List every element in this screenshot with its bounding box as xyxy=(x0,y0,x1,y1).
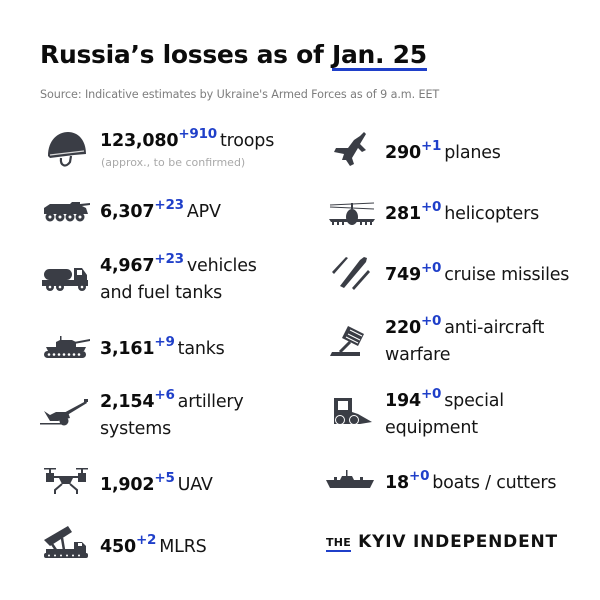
stat-note: (approx., to be confirmed) xyxy=(101,156,246,169)
stat-value: 290 xyxy=(385,143,421,163)
stat-value: 2,154 xyxy=(100,392,155,412)
stat-value: 749 xyxy=(385,265,421,285)
source-note: Source: Indicative estimates by Ukraine'… xyxy=(40,88,440,101)
stat-delta: +6 xyxy=(154,387,175,403)
drone-icon xyxy=(40,462,92,502)
stat-label: anti-aircraft xyxy=(444,318,545,338)
stat-label: planes xyxy=(444,143,501,163)
artillery-icon xyxy=(38,393,90,433)
stat-value: 123,080 xyxy=(100,131,179,151)
stat-label: vehicles xyxy=(186,256,257,276)
stat-label: APV xyxy=(186,202,221,222)
anti-aircraft-icon xyxy=(326,320,378,360)
stat-label-line2: equipment xyxy=(385,418,478,438)
stat-label-line2: warfare xyxy=(385,345,451,365)
stat-value: 220 xyxy=(385,318,421,338)
stat-label: artillery xyxy=(177,392,244,412)
boat-icon xyxy=(324,462,376,502)
stat-delta: +5 xyxy=(154,470,175,486)
stat-delta: +0 xyxy=(420,260,442,276)
stat-value: 281 xyxy=(385,204,421,224)
stat-delta: +0 xyxy=(420,386,442,402)
stat-label-line2: systems xyxy=(100,419,171,439)
helicopter-icon xyxy=(326,195,378,235)
page-title: Russia’s losses as of Jan. 25 xyxy=(40,40,427,71)
brand-logo: THE KYIV INDEPENDENT xyxy=(326,532,558,552)
stat-delta: +0 xyxy=(420,199,442,215)
stat-label: cruise missiles xyxy=(444,265,570,285)
missiles-icon xyxy=(326,254,378,294)
stat-label-line2: and fuel tanks xyxy=(100,283,223,303)
stat-label: UAV xyxy=(177,475,213,495)
stat-value: 194 xyxy=(385,391,421,411)
brand-the: THE xyxy=(326,535,352,552)
stat-value: 3,161 xyxy=(100,339,155,359)
tank-icon xyxy=(40,328,92,368)
plane-icon xyxy=(326,130,378,170)
stat-delta: +9 xyxy=(154,334,175,350)
stat-delta: +2 xyxy=(135,532,157,548)
stat-delta: +0 xyxy=(420,313,442,329)
fuel-truck-icon xyxy=(40,256,92,296)
stat-delta: +23 xyxy=(154,251,184,267)
stat-value: 4,967 xyxy=(100,256,155,276)
stat-label: helicopters xyxy=(444,204,540,224)
stat-value: 18 xyxy=(385,473,409,493)
stat-label: boats / cutters xyxy=(432,473,557,493)
stat-value: 450 xyxy=(100,537,136,557)
title-date: Jan. 25 xyxy=(331,40,427,71)
stat-label: special xyxy=(444,391,504,411)
apv-icon xyxy=(40,192,92,232)
stat-value: 1,902 xyxy=(100,475,155,495)
brand-name: KYIV INDEPENDENT xyxy=(358,532,558,552)
stat-label: troops xyxy=(220,131,275,151)
mlrs-icon xyxy=(40,522,92,562)
stat-delta: +0 xyxy=(408,468,430,484)
loader-icon xyxy=(326,392,378,432)
stat-label: MLRS xyxy=(159,537,207,557)
title-prefix: Russia’s losses as of xyxy=(40,40,332,69)
stat-delta: +1 xyxy=(420,138,442,154)
stat-delta: +910 xyxy=(178,126,218,142)
stat-delta: +23 xyxy=(154,197,184,213)
stat-label: tanks xyxy=(177,339,225,359)
stat-value: 6,307 xyxy=(100,202,155,222)
helmet-icon xyxy=(40,128,92,168)
